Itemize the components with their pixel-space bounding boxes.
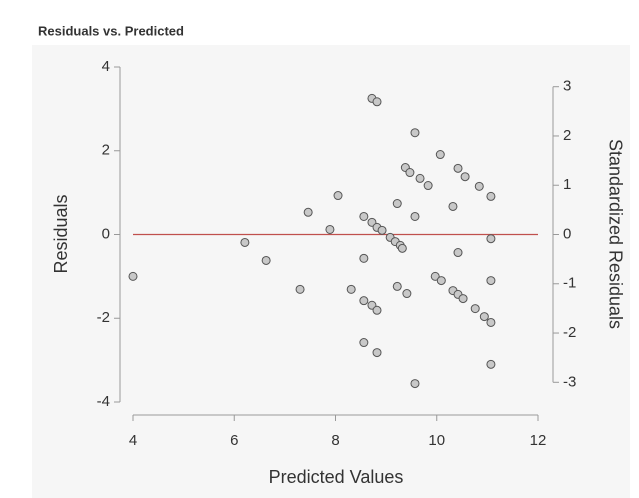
y2-tick-label: -2 xyxy=(563,324,576,341)
point xyxy=(377,225,387,235)
x-tick-label: 4 xyxy=(129,432,137,449)
y-tick-label: 2 xyxy=(102,142,110,159)
x-tick-label: 12 xyxy=(530,432,547,449)
point xyxy=(460,172,470,182)
y2-tick-label: -3 xyxy=(563,373,576,390)
y2-tick-label: 3 xyxy=(563,78,571,95)
x-tick-label: 8 xyxy=(331,432,339,449)
point xyxy=(372,348,382,358)
point xyxy=(430,271,440,281)
point xyxy=(359,296,369,306)
y-axis-title: Residuals xyxy=(51,194,71,273)
point xyxy=(453,163,463,173)
point xyxy=(458,294,468,304)
point xyxy=(410,128,420,138)
point xyxy=(453,248,463,258)
y-tick-label: 0 xyxy=(102,225,110,242)
point xyxy=(333,191,343,201)
point xyxy=(436,276,446,286)
point xyxy=(359,211,369,221)
y2-axis-title: Standardized Residuals xyxy=(605,139,625,329)
plot-panel xyxy=(32,45,630,498)
point xyxy=(448,201,458,211)
point xyxy=(486,359,496,369)
point xyxy=(359,338,369,348)
point xyxy=(486,317,496,327)
point xyxy=(423,181,433,191)
point xyxy=(410,211,420,221)
point xyxy=(295,284,305,294)
y2-tick-label: 0 xyxy=(563,225,571,242)
point xyxy=(397,243,407,253)
y2-tick-label: 2 xyxy=(563,127,571,144)
x-tick-label: 10 xyxy=(428,432,445,449)
chart-title: Residuals vs. Predicted xyxy=(38,23,184,38)
point xyxy=(325,224,335,234)
point xyxy=(486,276,496,286)
point xyxy=(372,305,382,315)
point xyxy=(261,255,271,265)
point xyxy=(415,173,425,183)
y-tick-label: -2 xyxy=(97,309,110,326)
y2-tick-label: 1 xyxy=(563,176,571,193)
x-tick-label: 6 xyxy=(230,432,238,449)
point xyxy=(402,289,412,299)
point xyxy=(240,237,250,247)
point xyxy=(372,97,382,107)
point xyxy=(479,312,489,322)
point xyxy=(392,281,402,291)
point xyxy=(470,304,480,314)
point xyxy=(474,181,484,191)
point xyxy=(346,284,356,294)
y-tick-label: 4 xyxy=(102,58,110,75)
point xyxy=(359,253,369,263)
point xyxy=(486,234,496,244)
y-tick-label: -4 xyxy=(97,393,110,410)
point xyxy=(410,379,420,389)
y2-tick-label: -1 xyxy=(563,275,576,292)
point xyxy=(435,150,445,160)
point xyxy=(405,168,415,178)
point xyxy=(128,271,138,281)
point xyxy=(392,199,402,209)
x-axis-title: Predicted Values xyxy=(269,467,404,487)
point xyxy=(486,191,496,201)
point xyxy=(303,207,313,217)
